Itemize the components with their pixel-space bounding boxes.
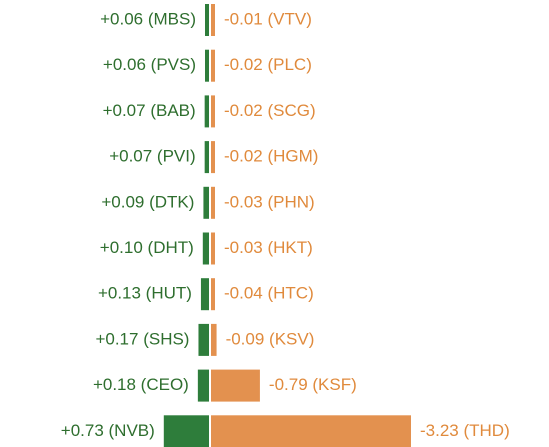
loss-label: -0.03 (HKT) [224, 238, 313, 257]
gain-label: +0.09 (DTK) [101, 192, 194, 211]
loss-label: -0.02 (HGM) [224, 147, 318, 166]
gain-label: +0.17 (SHS) [95, 329, 189, 348]
gain-label: +0.06 (PVS) [103, 55, 196, 74]
gain-label: +0.10 (DHT) [100, 238, 194, 257]
loss-label: -0.79 (KSF) [269, 375, 357, 394]
gain-bar [198, 323, 209, 356]
gain-bar [197, 369, 209, 402]
loss-label: -0.04 (HTC) [224, 284, 314, 303]
loss-label: -0.02 (PLC) [224, 55, 312, 74]
loss-bar [211, 369, 260, 402]
loss-bar [211, 141, 215, 174]
gain-bar [204, 95, 209, 128]
gain-bar [205, 49, 209, 82]
gain-label: +0.07 (PVI) [109, 147, 195, 166]
loss-label: -0.03 (PHN) [224, 192, 315, 211]
loss-label: -3.23 (THD) [420, 421, 510, 440]
loss-bar [211, 49, 215, 82]
loss-bar [211, 415, 411, 447]
gain-bar [200, 278, 209, 311]
loss-bar [211, 95, 215, 128]
gain-bar [205, 4, 209, 36]
gain-label: +0.07 (BAB) [103, 101, 196, 120]
loss-label: -0.09 (KSV) [226, 329, 315, 348]
gain-bar [204, 141, 209, 174]
loss-label: -0.02 (SCG) [224, 101, 316, 120]
gain-label: +0.13 (HUT) [98, 284, 192, 303]
loss-bar [211, 323, 217, 356]
gain-label: +0.06 (MBS) [100, 9, 196, 28]
loss-bar [211, 4, 215, 36]
loss-bar [211, 278, 215, 311]
loss-bar [211, 186, 215, 219]
gain-bar [202, 232, 209, 265]
gain-bar [163, 415, 209, 447]
loss-label: -0.01 (VTV) [224, 9, 312, 28]
loss-bar [211, 232, 215, 265]
gain-label: +0.73 (NVB) [61, 421, 155, 440]
gain-label: +0.18 (CEO) [93, 375, 189, 394]
gain-bar [203, 186, 209, 219]
